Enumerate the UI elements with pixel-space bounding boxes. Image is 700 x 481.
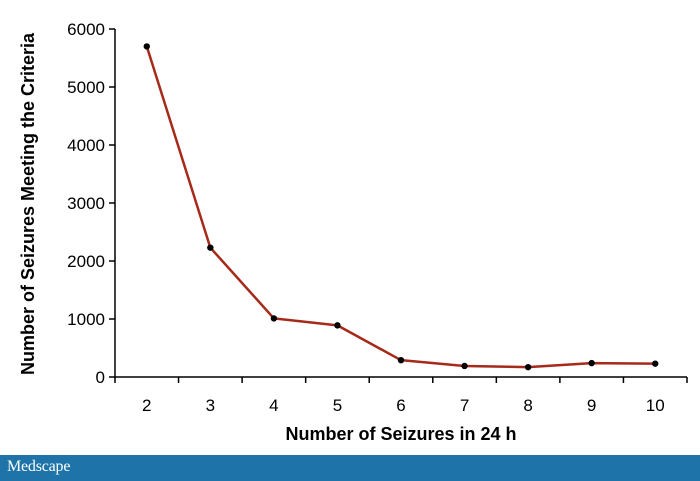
y-axis-title: Number of Seizures Meeting the Criteria — [18, 32, 38, 375]
x-tick-label: 7 — [460, 396, 469, 415]
x-axis-title: Number of Seizures in 24 h — [285, 424, 516, 444]
y-tick-label: 2000 — [67, 252, 105, 271]
series-line — [145, 46, 656, 369]
line-chart: 0 1000 2000 3000 4000 5000 6000 2 3 4 5 6 7 8 9 10 Num… — [18, 20, 688, 444]
data-point — [207, 244, 214, 251]
data-point — [270, 315, 278, 322]
x-tick-label: 9 — [587, 396, 596, 415]
y-axis-ticks: 0 1000 2000 3000 4000 5000 6000 — [67, 20, 115, 387]
series-group — [143, 43, 659, 371]
medscape-logo: Medscape — [7, 458, 71, 475]
data-point — [588, 359, 595, 367]
y-tick-label: 6000 — [67, 20, 105, 39]
data-point — [334, 322, 341, 329]
y-tick-label: 3000 — [67, 194, 105, 213]
footer-bar: Medscape — [0, 455, 700, 481]
x-tick-label: 8 — [523, 396, 532, 415]
y-tick-label: 5000 — [67, 78, 105, 97]
y-tick-label: 1000 — [67, 310, 105, 329]
y-tick-label: 4000 — [67, 136, 105, 155]
x-tick-label: 10 — [646, 396, 665, 415]
x-tick-label: 3 — [206, 396, 215, 415]
x-tick-label: 4 — [269, 396, 278, 415]
x-tick-label: 2 — [142, 396, 151, 415]
data-point — [461, 362, 468, 370]
x-tick-label: 5 — [333, 396, 342, 415]
y-tick-label: 0 — [96, 368, 105, 387]
data-point — [143, 43, 150, 50]
x-axis-ticks: 2 3 4 5 6 7 8 9 10 — [114, 377, 688, 415]
data-point — [652, 360, 659, 367]
x-tick-label: 6 — [396, 396, 405, 415]
data-point — [397, 356, 405, 364]
data-point — [524, 363, 532, 371]
